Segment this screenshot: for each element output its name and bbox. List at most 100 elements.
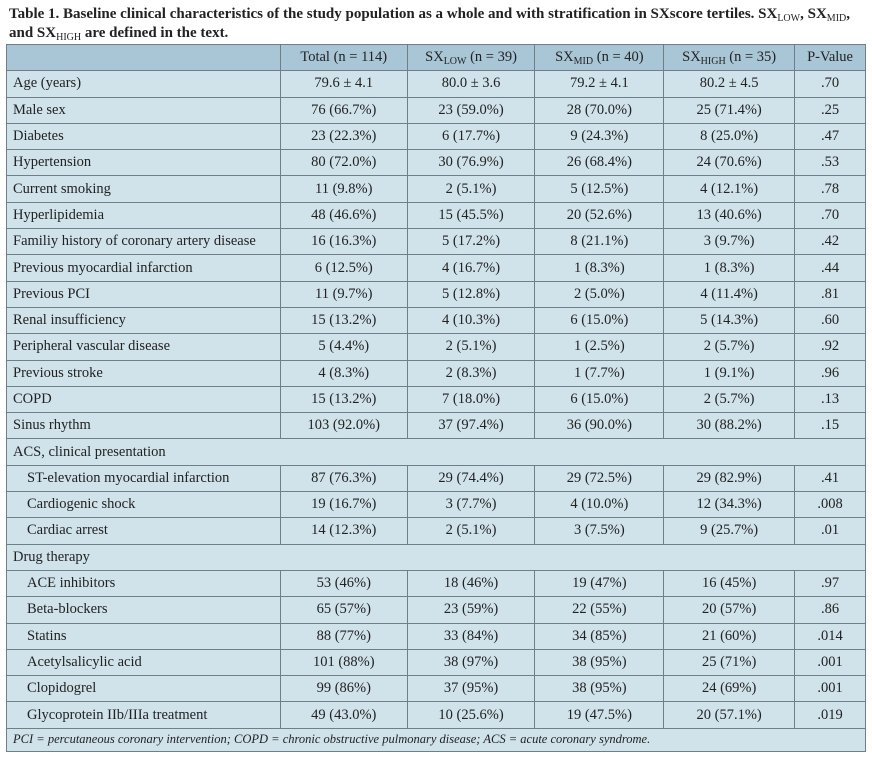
cell-sx-low: 38 (97%) bbox=[406, 648, 536, 677]
row-label: Cardiac arrest bbox=[6, 517, 281, 545]
cell-sx-mid: 34 (85%) bbox=[534, 622, 665, 650]
cell-p-value: .001 bbox=[794, 648, 866, 677]
column-header-sx-low: SXLOW (n = 39) bbox=[406, 43, 536, 72]
cell-p-value: .25 bbox=[794, 96, 866, 124]
cell-sx-low: 29 (74.4%) bbox=[406, 464, 536, 493]
cell-p-value: .47 bbox=[794, 122, 866, 151]
cell-p-value: .001 bbox=[794, 675, 866, 703]
cell-sx-mid: 29 (72.5%) bbox=[534, 464, 665, 493]
row-label: Current smoking bbox=[6, 175, 281, 203]
cell-sx-high: 29 (82.9%) bbox=[663, 464, 796, 493]
row-label: Hypertension bbox=[6, 149, 281, 177]
cell-p-value: .97 bbox=[794, 569, 866, 598]
row-label: Beta-blockers bbox=[6, 596, 281, 624]
cell-sx-low: 5 (12.8%) bbox=[406, 280, 536, 308]
cell-p-value: .53 bbox=[794, 149, 866, 177]
cell-sx-low: 2 (5.1%) bbox=[406, 175, 536, 203]
cell-sx-high: 4 (11.4%) bbox=[663, 280, 796, 308]
cell-sx-low: 5 (17.2%) bbox=[406, 228, 536, 256]
cell-sx-low: 18 (46%) bbox=[406, 569, 536, 598]
cell-p-value: .014 bbox=[794, 622, 866, 650]
cell-p-value: .78 bbox=[794, 175, 866, 203]
cell-sx-high: 5 (14.3%) bbox=[663, 306, 796, 335]
cell-total: 99 (86%) bbox=[279, 675, 408, 703]
cell-total: 88 (77%) bbox=[279, 622, 408, 650]
footnote-row: PCI = percutaneous coronary intervention… bbox=[6, 727, 866, 752]
cell-sx-mid: 38 (95%) bbox=[534, 648, 665, 677]
cell-p-value: .70 bbox=[794, 70, 866, 98]
cell-sx-mid: 36 (90.0%) bbox=[534, 412, 665, 440]
table-row: ST-elevation myocardial infarction 87 (76… bbox=[6, 464, 866, 493]
column-header-sub: LOW bbox=[443, 56, 467, 68]
row-label: Diabetes bbox=[6, 122, 281, 151]
column-header-base: SX bbox=[555, 49, 574, 66]
column-header-p-value: P-Value bbox=[794, 43, 866, 72]
caption-subscript: MID bbox=[826, 13, 847, 24]
cell-sx-high: 25 (71%) bbox=[663, 648, 796, 677]
cell-sx-high: 12 (34.3%) bbox=[663, 491, 796, 519]
baseline-characteristics-table: Total (n = 114) SXLOW (n = 39) SXMID (n = … bbox=[6, 43, 866, 752]
cell-p-value: .019 bbox=[794, 701, 866, 729]
cell-sx-high: 8 (25.0%) bbox=[663, 122, 796, 151]
table-row: Sinus rhythm 103 (92.0%) 37 (97.4%) 36 (90.… bbox=[6, 412, 866, 440]
column-header-label bbox=[6, 43, 281, 72]
cell-p-value: .44 bbox=[794, 254, 866, 282]
cell-total: 76 (66.7%) bbox=[279, 96, 408, 124]
cell-p-value: .008 bbox=[794, 491, 866, 519]
table-row: Clopidogrel 99 (86%) 37 (95%) 38 (95%) 24 (6… bbox=[6, 675, 866, 703]
cell-sx-high: 16 (45%) bbox=[663, 569, 796, 598]
column-header-rest: (n = 39) bbox=[466, 49, 517, 66]
cell-total: 103 (92.0%) bbox=[279, 412, 408, 440]
cell-sx-low: 6 (17.7%) bbox=[406, 122, 536, 151]
cell-sx-mid: 20 (52.6%) bbox=[534, 201, 665, 230]
cell-p-value: .70 bbox=[794, 201, 866, 230]
table-row: COPD 15 (13.2%) 7 (18.0%) 6 (15.0%) 2 (5.7%)… bbox=[6, 385, 866, 414]
cell-sx-mid: 22 (55%) bbox=[534, 596, 665, 624]
row-label: ACE inhibitors bbox=[6, 569, 281, 598]
table-row: Previous PCI 11 (9.7%) 5 (12.8%) 2 (5.0%) 4 … bbox=[6, 280, 866, 308]
cell-p-value: .15 bbox=[794, 412, 866, 440]
cell-sx-low: 2 (5.1%) bbox=[406, 333, 536, 361]
cell-sx-low: 30 (76.9%) bbox=[406, 149, 536, 177]
row-label: Age (years) bbox=[6, 70, 281, 98]
cell-sx-low: 3 (7.7%) bbox=[406, 491, 536, 519]
cell-sx-low: 10 (25.6%) bbox=[406, 701, 536, 729]
table-row: Acetylsalicylic acid 101 (88%) 38 (97%) 38 … bbox=[6, 648, 866, 677]
cell-p-value: .01 bbox=[794, 517, 866, 545]
table-row: ACE inhibitors 53 (46%) 18 (46%) 19 (47%) 16… bbox=[6, 569, 866, 598]
cell-sx-low: 2 (8.3%) bbox=[406, 359, 536, 387]
cell-p-value: .13 bbox=[794, 385, 866, 414]
row-label: Previous myocardial infarction bbox=[6, 254, 281, 282]
cell-sx-high: 9 (25.7%) bbox=[663, 517, 796, 545]
cell-sx-mid: 79.2 ± 4.1 bbox=[534, 70, 665, 98]
cell-sx-low: 23 (59.0%) bbox=[406, 96, 536, 124]
table-row: Hypertension 80 (72.0%) 30 (76.9%) 26 (68.4… bbox=[6, 149, 866, 177]
cell-total: 87 (76.3%) bbox=[279, 464, 408, 493]
cell-total: 23 (22.3%) bbox=[279, 122, 408, 151]
cell-total: 15 (13.2%) bbox=[279, 385, 408, 414]
cell-total: 49 (43.0%) bbox=[279, 701, 408, 729]
cell-sx-high: 1 (8.3%) bbox=[663, 254, 796, 282]
cell-total: 80 (72.0%) bbox=[279, 149, 408, 177]
cell-p-value: .96 bbox=[794, 359, 866, 387]
table-row: Statins 88 (77%) 33 (84%) 34 (85%) 21 (60%).… bbox=[6, 622, 866, 650]
cell-p-value: .81 bbox=[794, 280, 866, 308]
cell-sx-mid: 3 (7.5%) bbox=[534, 517, 665, 545]
cell-sx-low: 4 (16.7%) bbox=[406, 254, 536, 282]
cell-sx-mid: 8 (21.1%) bbox=[534, 228, 665, 256]
table-row: Previous stroke 4 (8.3%) 2 (8.3%) 1 (7.7%) 1… bbox=[6, 359, 866, 387]
caption-text: , and SX bbox=[9, 6, 850, 41]
cell-sx-mid: 5 (12.5%) bbox=[534, 175, 665, 203]
cell-sx-low: 37 (95%) bbox=[406, 675, 536, 703]
table-row: Current smoking 11 (9.8%) 2 (5.1%) 5 (12.5%… bbox=[6, 175, 866, 203]
section-label: ACS, clinical presentation bbox=[6, 438, 866, 466]
row-label: Previous stroke bbox=[6, 359, 281, 387]
cell-total: 48 (46.6%) bbox=[279, 201, 408, 230]
caption-text: , SX bbox=[800, 6, 827, 22]
cell-total: 11 (9.7%) bbox=[279, 280, 408, 308]
row-label: Familiy history of coronary artery disea… bbox=[6, 228, 281, 256]
cell-sx-mid: 1 (2.5%) bbox=[534, 333, 665, 361]
cell-total: 6 (12.5%) bbox=[279, 254, 408, 282]
table-row: Cardiac arrest 14 (12.3%) 2 (5.1%) 3 (7.5%)… bbox=[6, 517, 866, 545]
cell-sx-high: 2 (5.7%) bbox=[663, 385, 796, 414]
